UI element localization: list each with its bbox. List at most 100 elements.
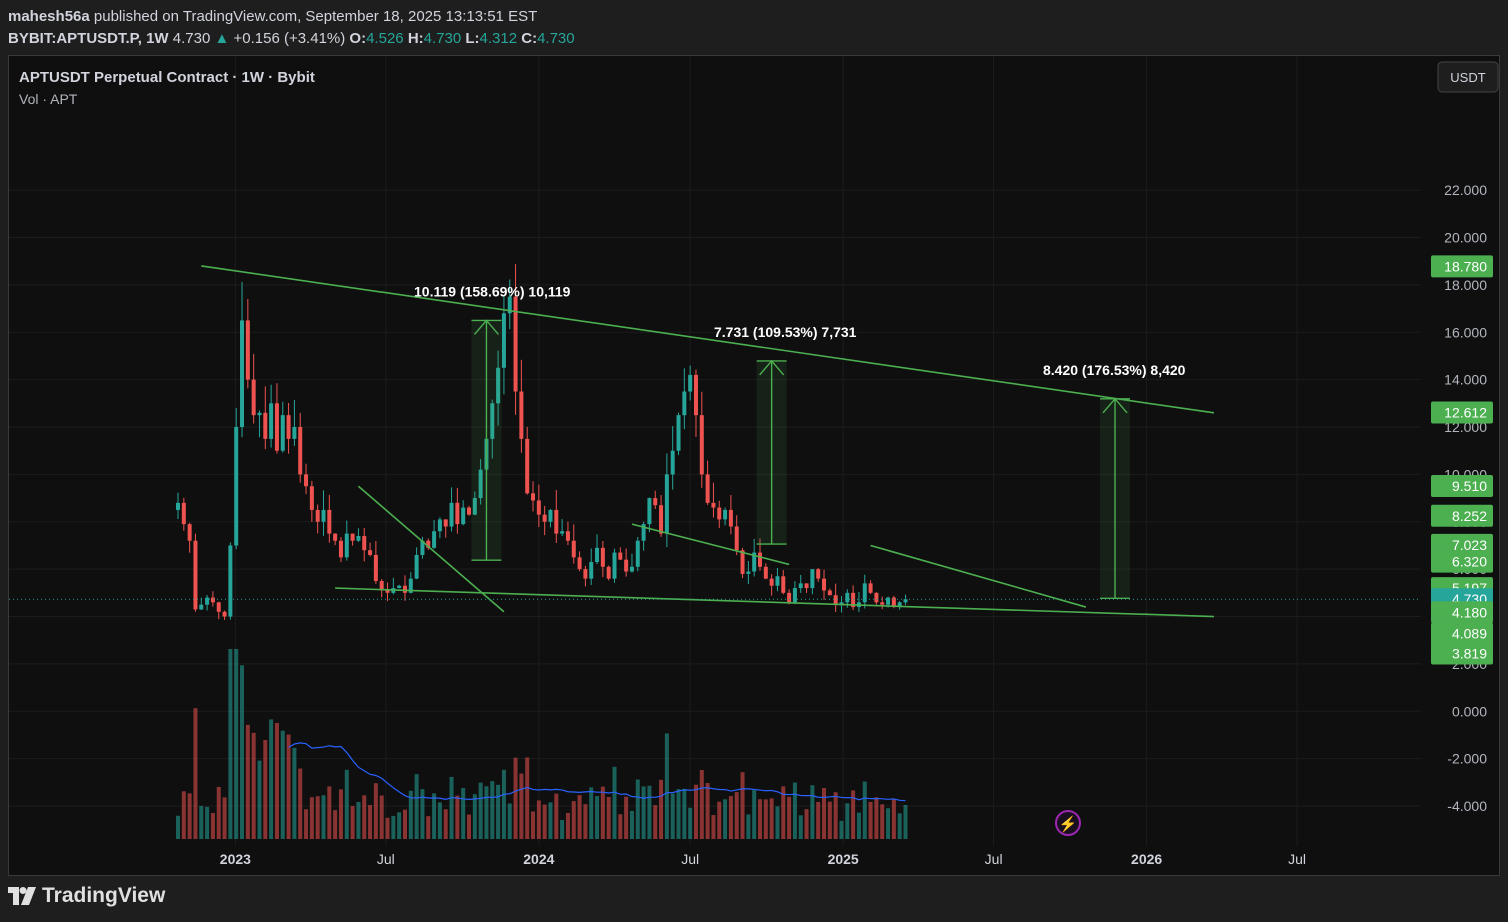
volume-bar [664, 733, 669, 839]
price-tag [1431, 533, 1493, 556]
volume-bar [851, 790, 856, 839]
volume-bar [606, 796, 611, 839]
volume-bar [304, 809, 309, 839]
candle-body [274, 403, 279, 451]
chart-title: APTUSDT Perpetual Contract · 1W · Bybit [19, 69, 315, 86]
volume-bar [333, 810, 338, 839]
candle-body [822, 578, 827, 591]
candle-body [368, 550, 373, 555]
volume-bar [577, 795, 582, 839]
publish-line: mahesh56a published on TradingView.com, … [8, 6, 575, 28]
price-tag-label: 6.320 [1452, 554, 1487, 570]
projection-arrowhead [1102, 397, 1128, 414]
candle-body [496, 367, 501, 404]
publish-text: published on TradingView.com, September … [93, 8, 538, 25]
candle-body [216, 602, 221, 612]
volume-bar [629, 810, 634, 839]
candle-body [728, 509, 733, 527]
candle-body [839, 602, 844, 605]
candle-body [362, 535, 367, 551]
svg-text:⚡: ⚡ [1059, 815, 1078, 833]
tradingview-logo[interactable]: TradingView [8, 884, 165, 908]
projection-label: 8.420 (176.53%) 8,420 [1043, 362, 1186, 378]
candle-body [763, 566, 768, 579]
volume-bar [484, 786, 489, 839]
trendline-lower-support [335, 587, 1214, 618]
candle-body [280, 415, 285, 451]
volume-bar [554, 793, 559, 839]
candle-body [414, 554, 419, 579]
candle-body [583, 569, 588, 579]
candles [176, 264, 908, 620]
currency-button-label[interactable]: USDT [1450, 70, 1485, 85]
trendline-wedge-3 [870, 544, 1087, 608]
volume-bar [612, 766, 617, 839]
volume-bar [688, 807, 693, 839]
candle-body [816, 569, 821, 579]
volume-bar [181, 791, 186, 839]
currency-button[interactable]: USDT [1437, 61, 1499, 93]
candle-body [758, 552, 762, 567]
candle-body [612, 552, 617, 579]
volume-bar [845, 803, 850, 839]
volume-bar [472, 794, 477, 839]
candle-body [408, 578, 413, 593]
candle-body [752, 552, 757, 572]
trendline-wedge-1 [357, 485, 505, 613]
candle-body [467, 507, 471, 515]
price-change: +0.156 (+3.41%) [233, 30, 346, 47]
volume-bar [693, 784, 698, 839]
volume-bar [379, 795, 384, 839]
candle-body [234, 427, 239, 546]
volume-bar [338, 789, 343, 839]
price-tag [1431, 504, 1493, 527]
tradingview-icon [8, 887, 36, 905]
x-tick-label: 2024 [523, 851, 554, 867]
volume-bar [676, 789, 681, 839]
volume-bar [280, 730, 285, 839]
candle-body [874, 592, 879, 603]
alert-icon[interactable]: ⚡ [1055, 810, 1081, 836]
volume-bar [513, 757, 518, 839]
candle-body [181, 502, 186, 525]
volume-bar [583, 804, 588, 839]
author-name[interactable]: mahesh56a [8, 8, 90, 25]
price-tag-label: 12.612 [1444, 405, 1487, 421]
price-chart[interactable]: 10.119 (158.69%) 10,119 7.731 (109.53%) 7… [9, 56, 1499, 875]
candle-body [298, 427, 303, 475]
volume-bar [368, 805, 373, 839]
volume-bar [467, 814, 471, 839]
candle-body [525, 438, 530, 494]
y-tick-label: 18.000 [1444, 277, 1487, 293]
time-axis: 2023 Jul 2024 Jul 2025 Jul 2026 Jul [220, 851, 1306, 867]
candle-body [455, 502, 460, 525]
candle-body [397, 585, 402, 589]
volume-indicator-label[interactable]: Vol · APT [19, 91, 78, 107]
volume-bar [571, 801, 576, 839]
x-tick-label: 2025 [828, 851, 859, 867]
volume-bar [199, 805, 204, 839]
volume-bar [321, 795, 326, 839]
candle-body [338, 540, 343, 558]
trendline-upper-resistance [201, 265, 1215, 414]
volume-bar [862, 781, 867, 839]
candle-body [437, 519, 442, 532]
volume-bar [565, 812, 570, 839]
candle-body [356, 535, 361, 541]
last-price: 4.730 [172, 30, 211, 47]
candle-body [787, 592, 792, 603]
volume-bar [641, 786, 646, 839]
volume-bar [286, 734, 291, 839]
volume-bar [589, 787, 594, 839]
candle-body [635, 540, 640, 567]
volume-bar [816, 801, 821, 839]
candle-body [304, 474, 309, 487]
close-label: C: [521, 30, 538, 47]
x-tick-label: Jul [985, 851, 1003, 867]
price-tag [1431, 475, 1493, 498]
candle-body [327, 509, 332, 534]
chart-header: mahesh56a published on TradingView.com, … [8, 6, 575, 50]
open-value: 4.526 [366, 30, 404, 47]
candle-body [193, 540, 198, 610]
volume-bar [501, 769, 506, 839]
